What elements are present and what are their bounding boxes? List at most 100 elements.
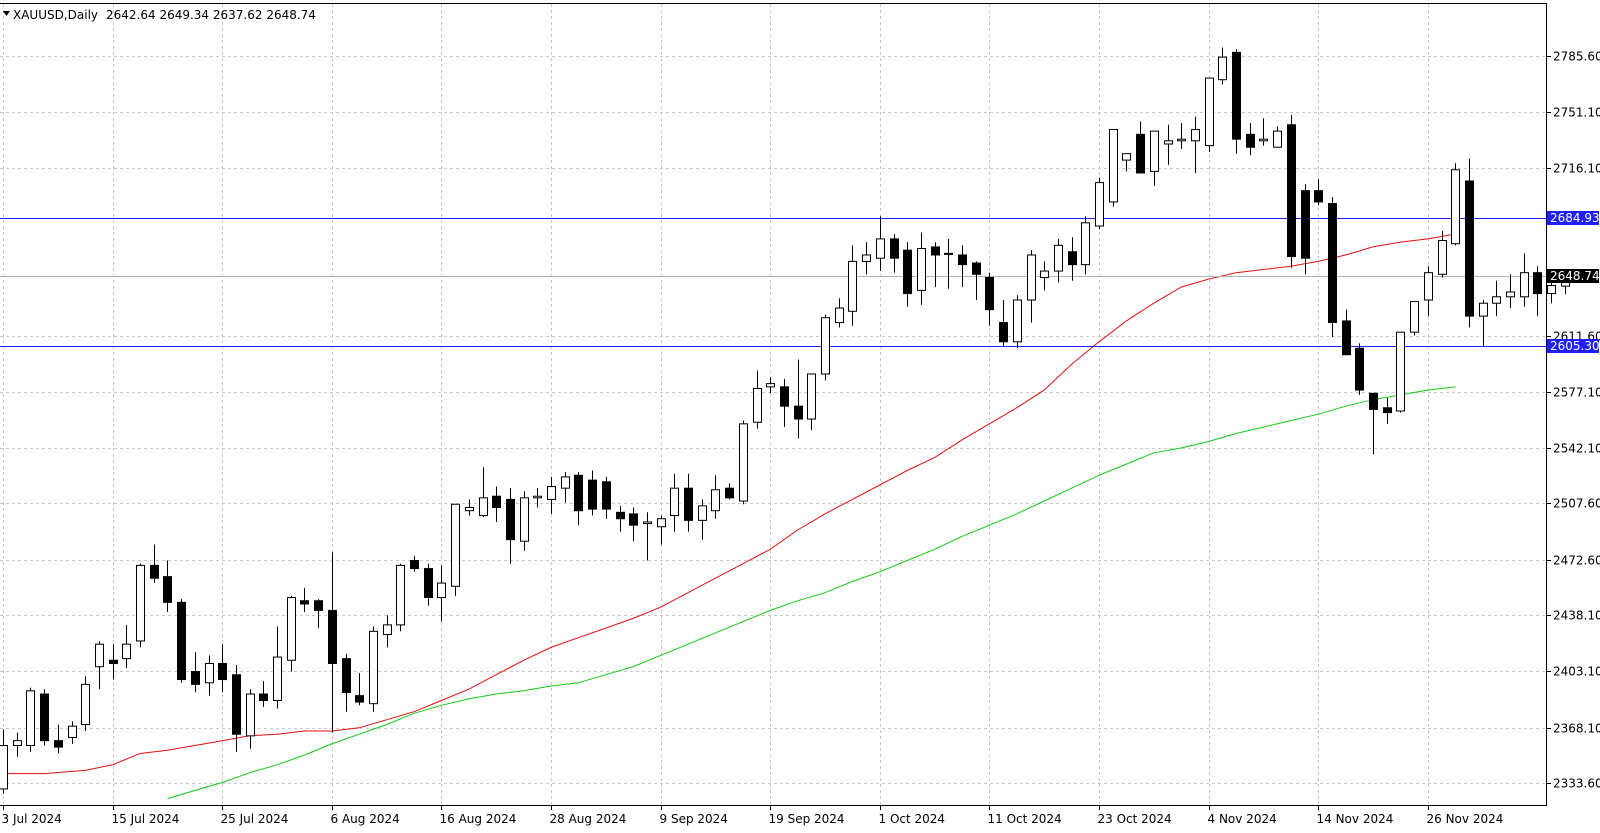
candle[interactable] xyxy=(547,476,556,514)
candle[interactable] xyxy=(492,486,501,522)
candle[interactable] xyxy=(1095,177,1104,230)
candle[interactable] xyxy=(163,560,172,613)
candle[interactable] xyxy=(95,640,104,690)
candle[interactable] xyxy=(602,476,611,519)
candle[interactable] xyxy=(424,563,433,606)
candle[interactable] xyxy=(1164,124,1173,165)
candle[interactable] xyxy=(81,676,90,732)
candle[interactable] xyxy=(68,721,77,744)
candle[interactable] xyxy=(1177,123,1186,149)
candle[interactable] xyxy=(780,378,789,428)
candle[interactable] xyxy=(383,615,392,648)
candle[interactable] xyxy=(1396,331,1405,413)
candle[interactable] xyxy=(588,470,597,516)
candle[interactable] xyxy=(1246,123,1255,156)
time-axis[interactable]: 3 Jul 2024 15 Jul 2024 25 Jul 2024 6 Aug 20… xyxy=(2,805,1504,826)
candle[interactable] xyxy=(1232,49,1241,154)
candle[interactable] xyxy=(1533,266,1542,317)
candle[interactable] xyxy=(1355,343,1364,395)
candle[interactable] xyxy=(1259,118,1268,146)
candle[interactable] xyxy=(122,624,131,669)
candle[interactable] xyxy=(1424,266,1433,317)
candle[interactable] xyxy=(13,732,22,757)
candle[interactable] xyxy=(1136,121,1145,174)
candle[interactable] xyxy=(698,499,707,540)
candle[interactable] xyxy=(191,652,200,693)
candle[interactable] xyxy=(1191,116,1200,173)
candle[interactable] xyxy=(1273,126,1282,148)
candle[interactable] xyxy=(1520,253,1529,307)
candle[interactable] xyxy=(314,599,323,629)
candle[interactable] xyxy=(1054,238,1063,283)
candle[interactable] xyxy=(205,655,214,696)
candle[interactable] xyxy=(725,483,734,500)
candle[interactable] xyxy=(1383,398,1392,424)
candle[interactable] xyxy=(109,644,118,680)
candle[interactable] xyxy=(821,314,830,381)
candle[interactable] xyxy=(739,420,748,505)
candle[interactable] xyxy=(1342,309,1351,356)
candle[interactable] xyxy=(1465,158,1474,328)
candle[interactable] xyxy=(1410,301,1419,336)
price-axis[interactable]: 2785.602751.102716.102611.602577.102542.… xyxy=(1546,50,1600,791)
candle[interactable] xyxy=(1328,197,1337,337)
candle[interactable] xyxy=(1451,163,1460,246)
candle[interactable] xyxy=(287,595,296,672)
candle[interactable] xyxy=(917,232,926,305)
candle[interactable] xyxy=(561,472,570,503)
candle[interactable] xyxy=(807,373,816,431)
candle[interactable] xyxy=(1081,216,1090,275)
candle[interactable] xyxy=(177,599,186,683)
candle[interactable] xyxy=(1492,280,1501,317)
candle[interactable] xyxy=(54,724,63,754)
candle[interactable] xyxy=(328,552,337,733)
candle[interactable] xyxy=(26,687,35,752)
candle[interactable] xyxy=(300,587,309,613)
candle[interactable] xyxy=(369,626,378,712)
candle[interactable] xyxy=(629,507,638,542)
candle[interactable] xyxy=(520,491,529,551)
candle[interactable] xyxy=(985,272,994,326)
candle[interactable] xyxy=(1314,179,1323,206)
candle[interactable] xyxy=(246,689,255,749)
candle[interactable] xyxy=(1218,47,1227,85)
candle[interactable] xyxy=(944,238,953,289)
candle[interactable] xyxy=(1068,237,1077,281)
candle[interactable] xyxy=(0,729,8,794)
candle[interactable] xyxy=(876,216,885,272)
candle[interactable] xyxy=(1205,77,1214,153)
candle[interactable] xyxy=(1369,392,1378,455)
candle[interactable] xyxy=(903,242,912,307)
candle[interactable] xyxy=(1040,261,1049,291)
candle[interactable] xyxy=(232,665,241,752)
candle[interactable] xyxy=(273,626,282,709)
candle[interactable] xyxy=(670,473,679,532)
candle[interactable] xyxy=(1122,153,1131,172)
candle[interactable] xyxy=(862,242,871,275)
candle[interactable] xyxy=(1109,129,1118,207)
candle[interactable] xyxy=(136,563,145,648)
candle[interactable] xyxy=(1027,250,1036,323)
candle[interactable] xyxy=(150,544,159,584)
candle[interactable] xyxy=(835,298,844,328)
candle[interactable] xyxy=(1438,230,1447,278)
candle[interactable] xyxy=(616,505,625,532)
candles[interactable] xyxy=(0,47,1570,794)
candle[interactable] xyxy=(533,488,542,508)
candle[interactable] xyxy=(465,499,474,516)
candle[interactable] xyxy=(479,467,488,518)
candle[interactable] xyxy=(396,563,405,632)
candle[interactable] xyxy=(342,653,351,712)
candle[interactable] xyxy=(574,472,583,526)
candle[interactable] xyxy=(218,644,227,693)
candle[interactable] xyxy=(931,242,940,288)
candle[interactable] xyxy=(1301,184,1310,275)
candle[interactable] xyxy=(999,300,1008,347)
candle[interactable] xyxy=(410,555,419,572)
candle[interactable] xyxy=(506,488,515,564)
candle[interactable] xyxy=(437,565,446,622)
candle[interactable] xyxy=(657,515,666,545)
candle[interactable] xyxy=(684,473,693,532)
